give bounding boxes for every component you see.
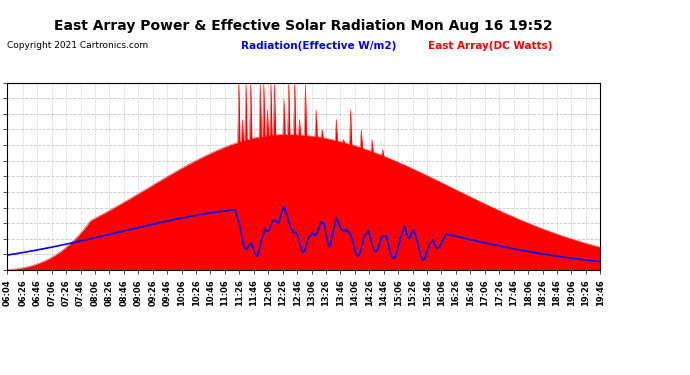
Text: Radiation(Effective W/m2): Radiation(Effective W/m2) xyxy=(241,41,397,51)
Text: East Array(DC Watts): East Array(DC Watts) xyxy=(428,41,552,51)
Text: East Array Power & Effective Solar Radiation Mon Aug 16 19:52: East Array Power & Effective Solar Radia… xyxy=(55,19,553,33)
Text: Copyright 2021 Cartronics.com: Copyright 2021 Cartronics.com xyxy=(7,41,148,50)
